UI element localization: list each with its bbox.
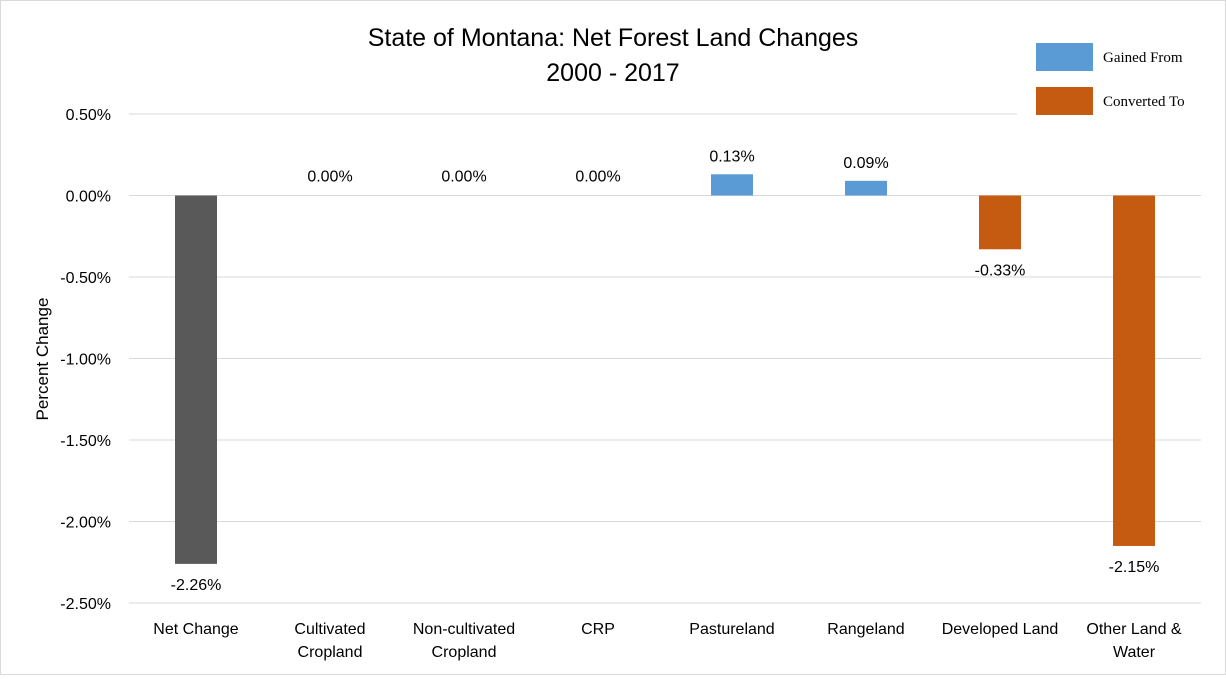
x-tick-label: Rangeland [827, 621, 904, 638]
chart-title: State of Montana: Net Forest Land Change… [368, 24, 859, 52]
y-tick-label: -0.50% [60, 270, 111, 287]
data-label: -2.15% [1109, 559, 1160, 576]
legend-swatch [1036, 87, 1093, 115]
y-tick-label: 0.50% [66, 107, 111, 124]
y-tick-label: -2.00% [60, 515, 111, 532]
x-axis-ticks: Net Change Cultivated Cropland Non-cultivat… [153, 621, 1182, 661]
x-tick-label: CRP [581, 621, 615, 638]
x-tick-label: Non-cultivated [413, 621, 515, 638]
legend-label: Converted To [1103, 94, 1185, 110]
x-tick-label: Developed Land [942, 621, 1059, 638]
x-tick-label: Cropland [298, 644, 363, 661]
bar [711, 174, 753, 196]
data-labels: -2.26% 0.00% 0.00% 0.00% 0.13% 0.09% -0.33% -2.… [171, 148, 1160, 594]
x-tick-label: Net Change [153, 621, 238, 638]
bars [175, 174, 1155, 564]
y-tick-label: -1.50% [60, 433, 111, 450]
chart-subtitle: 2000 - 2017 [546, 59, 679, 87]
data-label: 0.00% [307, 169, 352, 186]
y-tick-label: 0.00% [66, 189, 111, 206]
x-tick-label: Water [1113, 644, 1156, 661]
data-label: -2.26% [171, 577, 222, 594]
legend-swatch [1036, 43, 1093, 71]
gridlines [129, 113, 1201, 604]
y-axis-label: Percent Change [33, 298, 52, 421]
data-label: 0.09% [843, 155, 888, 172]
y-tick-label: -1.00% [60, 352, 111, 369]
x-tick-label: Other Land & [1086, 621, 1182, 638]
data-label: 0.00% [441, 169, 486, 186]
data-label: -0.33% [975, 262, 1026, 279]
bar [1113, 195, 1155, 546]
x-tick-label: Pastureland [689, 621, 774, 638]
bar [845, 180, 887, 196]
legend: Gained From Converted To [1017, 31, 1207, 121]
legend-label: Gained From [1103, 50, 1183, 66]
data-label: 0.13% [709, 148, 754, 165]
y-tick-label: -2.50% [60, 596, 111, 613]
y-axis-ticks: 0.50% 0.00% -0.50% -1.00% -1.50% -2.00% -2.50% [60, 107, 111, 613]
data-label: 0.00% [575, 169, 620, 186]
bar [979, 195, 1021, 250]
x-tick-label: Cropland [432, 644, 497, 661]
bar [175, 195, 217, 564]
x-tick-label: Cultivated [294, 621, 365, 638]
